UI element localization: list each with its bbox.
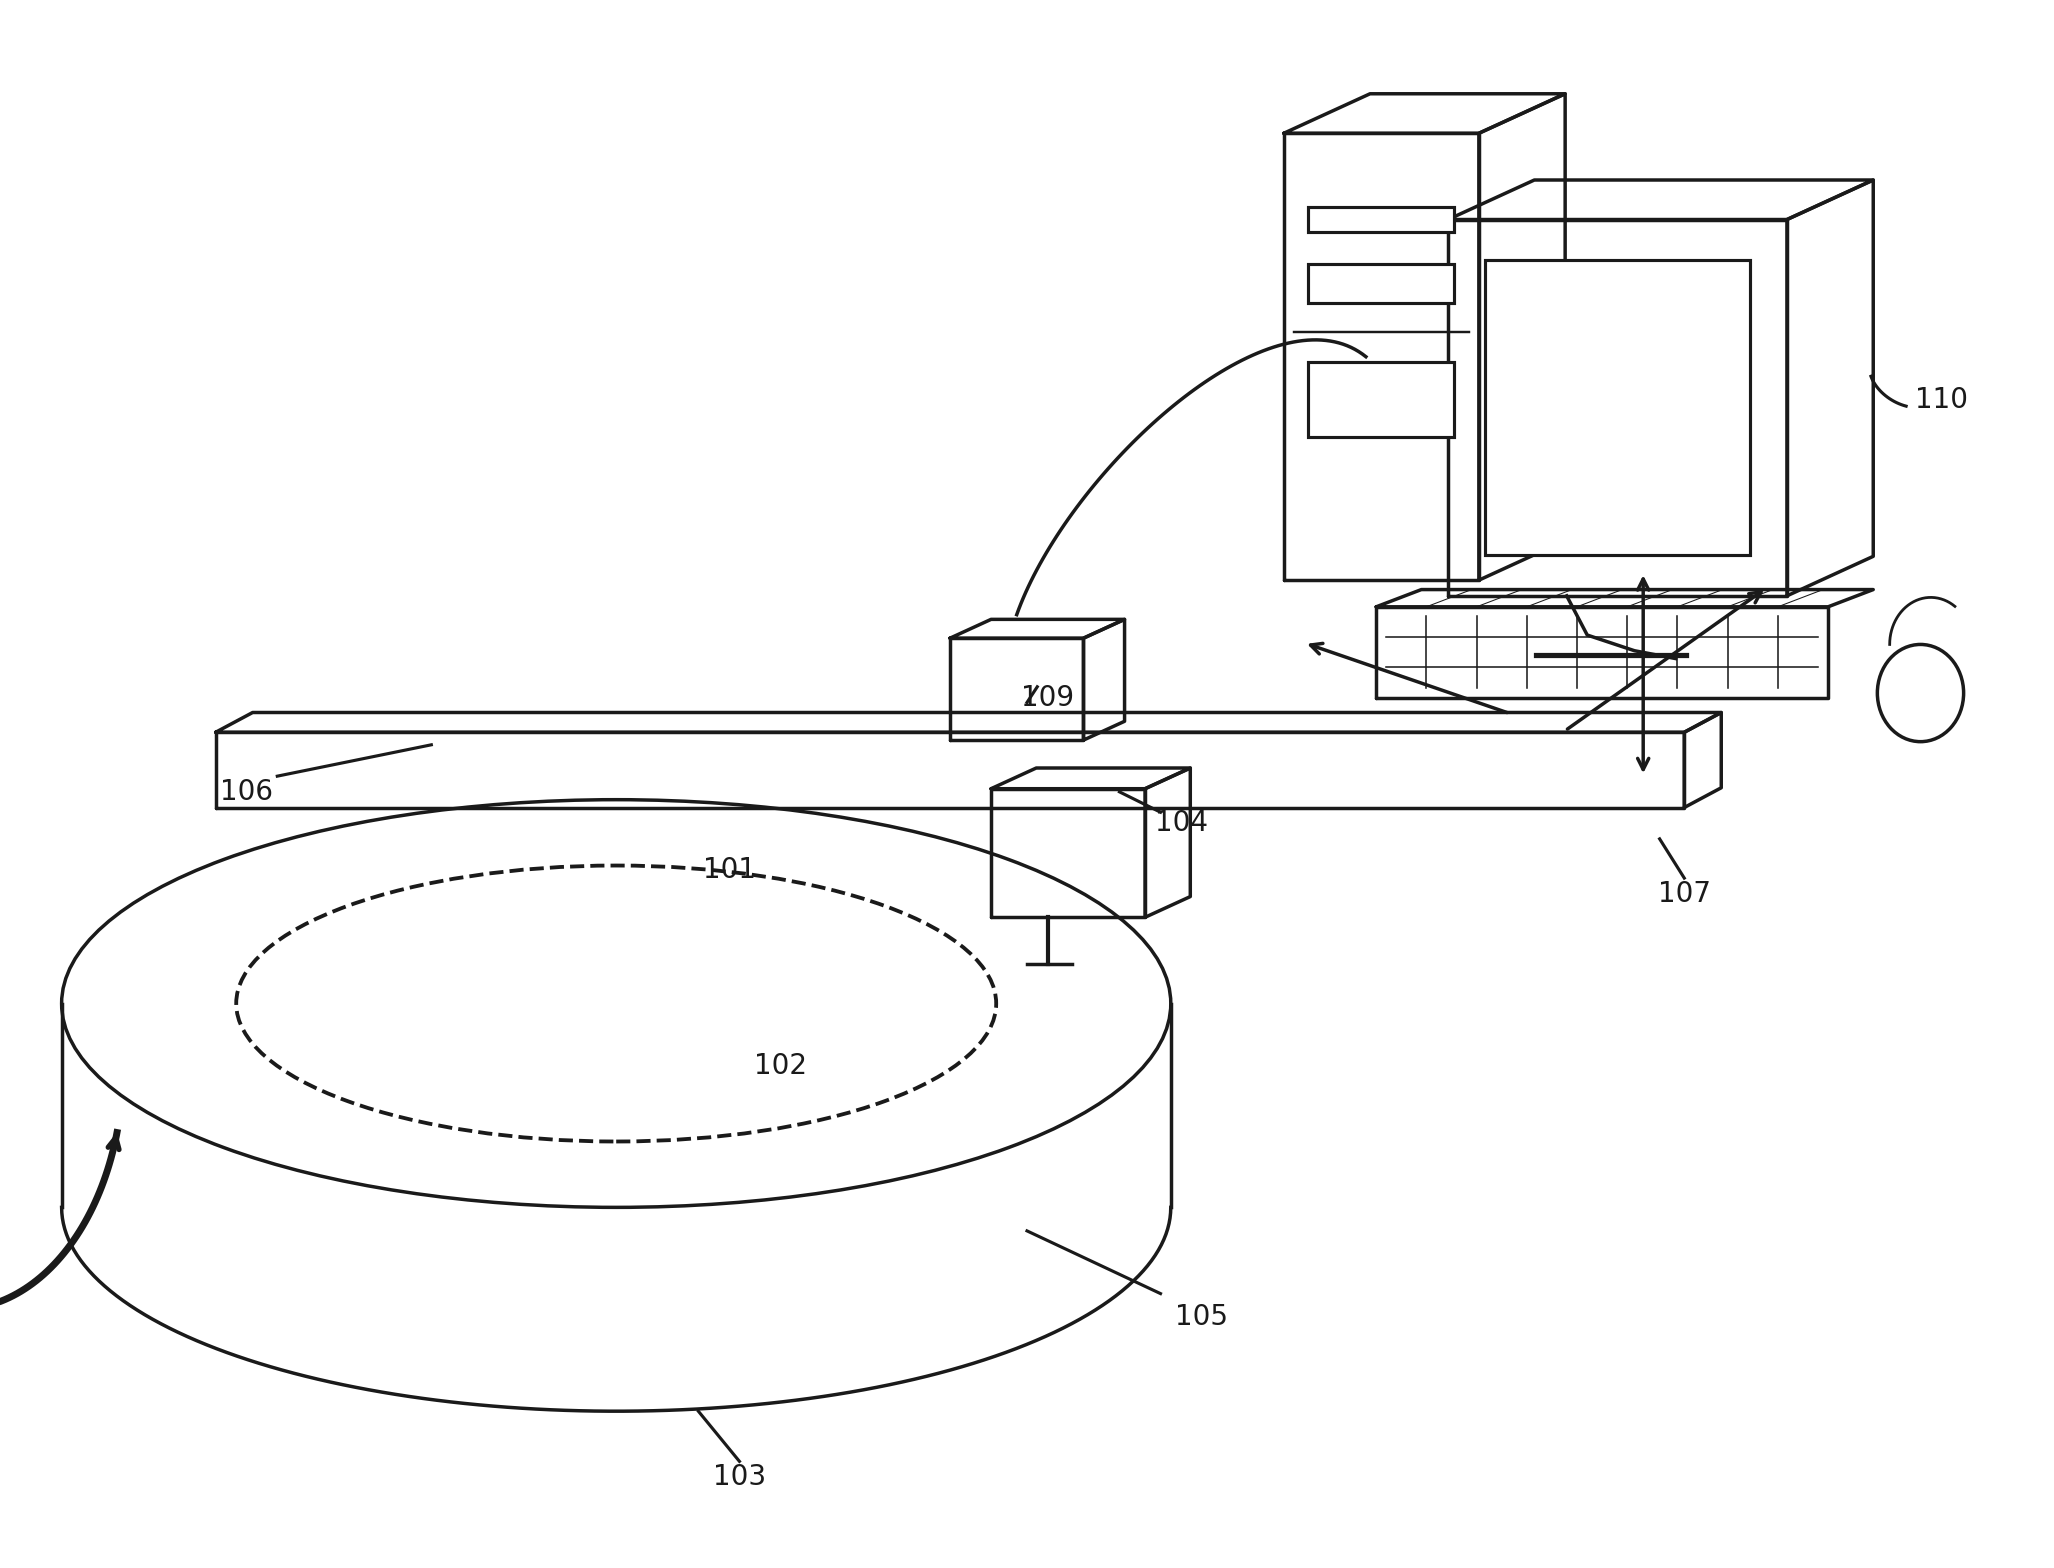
Text: 107: 107 (1658, 880, 1711, 908)
Text: 102: 102 (754, 1052, 807, 1080)
FancyBboxPatch shape (1485, 260, 1750, 555)
Text: 105: 105 (1175, 1303, 1228, 1331)
Text: 101: 101 (702, 856, 756, 884)
FancyBboxPatch shape (1308, 263, 1454, 303)
Text: 104: 104 (1154, 809, 1208, 837)
Text: 106: 106 (220, 778, 273, 806)
Text: 110: 110 (1914, 386, 1968, 414)
Text: 103: 103 (713, 1463, 766, 1491)
FancyBboxPatch shape (1308, 207, 1454, 232)
Text: 109: 109 (1021, 684, 1074, 712)
FancyBboxPatch shape (1308, 362, 1454, 437)
